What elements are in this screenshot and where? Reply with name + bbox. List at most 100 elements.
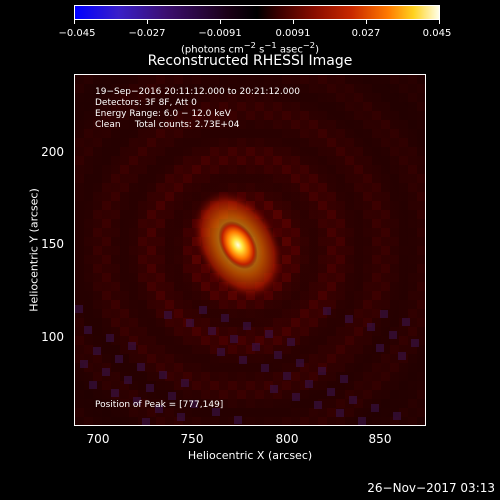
image-pixel xyxy=(111,264,120,273)
image-pixel xyxy=(219,390,228,399)
image-pixel xyxy=(165,228,174,237)
image-pixel xyxy=(318,192,327,201)
image-pixel xyxy=(408,309,417,318)
image-pixel xyxy=(363,327,372,336)
image-pixel xyxy=(124,376,132,384)
image-pixel xyxy=(138,381,147,390)
image-pixel xyxy=(291,327,300,336)
image-pixel xyxy=(309,147,318,156)
image-pixel xyxy=(336,120,345,129)
image-pixel xyxy=(120,138,129,147)
image-pixel xyxy=(417,309,425,318)
image-pixel xyxy=(120,111,129,120)
image-pixel xyxy=(138,408,147,417)
image-pixel xyxy=(345,315,353,323)
image-pixel xyxy=(318,183,327,192)
image-pixel xyxy=(291,201,300,210)
image-pixel xyxy=(102,399,111,408)
image-pixel xyxy=(129,237,138,246)
image-pixel xyxy=(390,156,399,165)
image-pixel xyxy=(408,363,417,372)
image-pixel xyxy=(264,183,273,192)
image-pixel xyxy=(372,264,381,273)
image-pixel xyxy=(255,192,264,201)
image-pixel xyxy=(318,147,327,156)
image-pixel xyxy=(372,156,381,165)
image-pixel xyxy=(156,93,165,102)
image-pixel xyxy=(102,368,110,376)
image-pixel xyxy=(75,345,84,354)
image-pixel xyxy=(372,363,381,372)
image-pixel xyxy=(390,246,399,255)
image-pixel xyxy=(399,237,408,246)
image-pixel xyxy=(408,237,417,246)
image-pixel xyxy=(156,102,165,111)
image-pixel xyxy=(246,138,255,147)
image-pixel xyxy=(408,372,417,381)
image-pixel xyxy=(156,120,165,129)
image-pixel xyxy=(358,417,366,425)
image-pixel xyxy=(345,273,354,282)
image-pixel xyxy=(399,111,408,120)
image-pixel xyxy=(300,327,309,336)
image-pixel xyxy=(102,408,111,417)
image-pixel xyxy=(129,381,138,390)
image-pixel xyxy=(84,336,93,345)
image-pixel xyxy=(75,174,84,183)
image-pixel xyxy=(399,291,408,300)
image-pixel xyxy=(327,129,336,138)
image-pixel xyxy=(129,390,138,399)
image-pixel xyxy=(75,363,84,372)
image-pixel xyxy=(93,363,102,372)
image-pixel xyxy=(336,399,345,408)
image-pixel xyxy=(345,291,354,300)
image-pixel xyxy=(399,327,408,336)
image-pixel xyxy=(390,219,399,228)
image-pixel xyxy=(327,246,336,255)
image-pixel xyxy=(417,264,425,273)
image-pixel xyxy=(120,219,129,228)
image-pixel xyxy=(111,147,120,156)
image-pixel xyxy=(138,327,147,336)
image-pixel xyxy=(237,165,246,174)
image-pixel xyxy=(228,345,237,354)
image-pixel xyxy=(111,201,120,210)
image-pixel xyxy=(309,192,318,201)
image-pixel xyxy=(120,183,129,192)
image-pixel xyxy=(183,165,192,174)
image-pixel xyxy=(363,372,372,381)
image-pixel xyxy=(372,129,381,138)
image-pixel xyxy=(111,273,120,282)
image-pixel xyxy=(174,273,183,282)
image-pixel xyxy=(354,120,363,129)
image-pixel xyxy=(147,120,156,129)
y-tick-label: 150 xyxy=(41,237,64,251)
image-pixel xyxy=(84,300,93,309)
image-pixel xyxy=(381,174,390,183)
image-pixel xyxy=(300,246,309,255)
image-pixel xyxy=(273,183,282,192)
image-pixel xyxy=(183,264,192,273)
image-pixel xyxy=(372,210,381,219)
image-pixel xyxy=(381,183,390,192)
image-pixel xyxy=(237,75,246,84)
image-pixel xyxy=(129,75,138,84)
image-pixel xyxy=(192,363,201,372)
image-pixel xyxy=(106,334,114,342)
image-pixel xyxy=(372,390,381,399)
x-tick-label: 850 xyxy=(368,432,392,446)
image-pixel xyxy=(273,102,282,111)
image-pixel xyxy=(165,264,174,273)
image-pixel xyxy=(111,75,120,84)
image-pixel xyxy=(381,147,390,156)
image-pixel xyxy=(120,246,129,255)
image-pixel xyxy=(192,408,201,417)
image-pixel xyxy=(327,399,336,408)
image-pixel xyxy=(300,228,309,237)
image-pixel xyxy=(327,219,336,228)
image-pixel xyxy=(264,192,273,201)
image-pixel xyxy=(252,343,260,351)
image-pixel xyxy=(282,129,291,138)
image-pixel xyxy=(237,93,246,102)
image-pixel xyxy=(417,408,425,417)
